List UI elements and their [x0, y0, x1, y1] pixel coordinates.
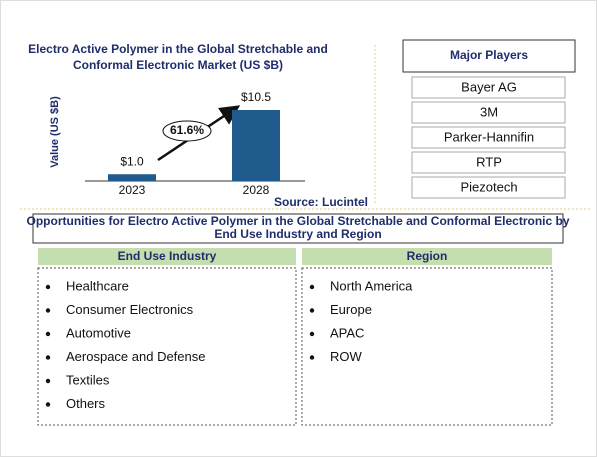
y-axis-label: Value (US $B): [49, 96, 61, 168]
chart-title: Conformal Electronic Market (US $B): [73, 58, 283, 72]
player-name: RTP: [476, 154, 502, 169]
header-band: [38, 248, 296, 265]
list-item: ROW: [330, 349, 363, 364]
opportunities-title: End Use Industry and Region: [214, 227, 381, 241]
list-item: Textiles: [66, 372, 110, 387]
column-header: Region: [407, 249, 448, 263]
cagr-label: 61.6%: [170, 123, 204, 137]
players-header-box: [402, 39, 576, 73]
list-item: APAC: [330, 325, 364, 340]
source: Source: Lucintel: [274, 195, 368, 209]
cagr-ellipse: [162, 120, 212, 142]
column-header: End Use Industry: [118, 249, 217, 263]
opportunities-title: Opportunities for Electro Active Polymer…: [27, 214, 570, 228]
list-item: Others: [66, 396, 106, 411]
bar: [232, 110, 280, 181]
player-name: 3M: [480, 104, 498, 119]
player-box: [411, 101, 566, 124]
player-box: [411, 126, 566, 149]
list-item: Automotive: [66, 325, 131, 340]
list-box: [37, 267, 297, 426]
list-item: Aerospace and Defense: [66, 349, 205, 364]
bullet: [309, 284, 315, 290]
bullet: [45, 284, 51, 290]
player-name: Piezotech: [460, 179, 517, 194]
chart-title: Electro Active Polymer in the Global Str…: [28, 42, 328, 56]
bullet: [45, 355, 51, 360]
player-box: [411, 76, 566, 99]
player-box: [411, 176, 566, 199]
list-item: Healthcare: [66, 278, 129, 293]
bullet: [309, 308, 315, 313]
x-tick-label: 2023: [119, 183, 146, 197]
bullet: [45, 331, 51, 337]
players-title: Major Players: [450, 48, 528, 62]
bullet: [45, 308, 51, 313]
bar: [108, 174, 156, 181]
list-item: North America: [330, 278, 413, 293]
list-item: Europe: [330, 302, 372, 317]
list-box: [301, 267, 553, 426]
player-name: Parker-Hannifin: [444, 129, 534, 144]
list-item: Consumer Electronics: [66, 302, 194, 317]
x-tick-label: 2028: [243, 183, 270, 197]
header-band: [302, 248, 552, 265]
player-box: [411, 151, 566, 174]
bullet: [309, 355, 315, 360]
value-label: $10.5: [241, 90, 271, 104]
bullet: [45, 402, 51, 407]
player-name: Bayer AG: [461, 79, 517, 94]
bullet: [45, 378, 51, 384]
opportunities-box: [32, 213, 564, 244]
bullet: [309, 331, 315, 337]
value-label: $1.0: [120, 154, 144, 168]
